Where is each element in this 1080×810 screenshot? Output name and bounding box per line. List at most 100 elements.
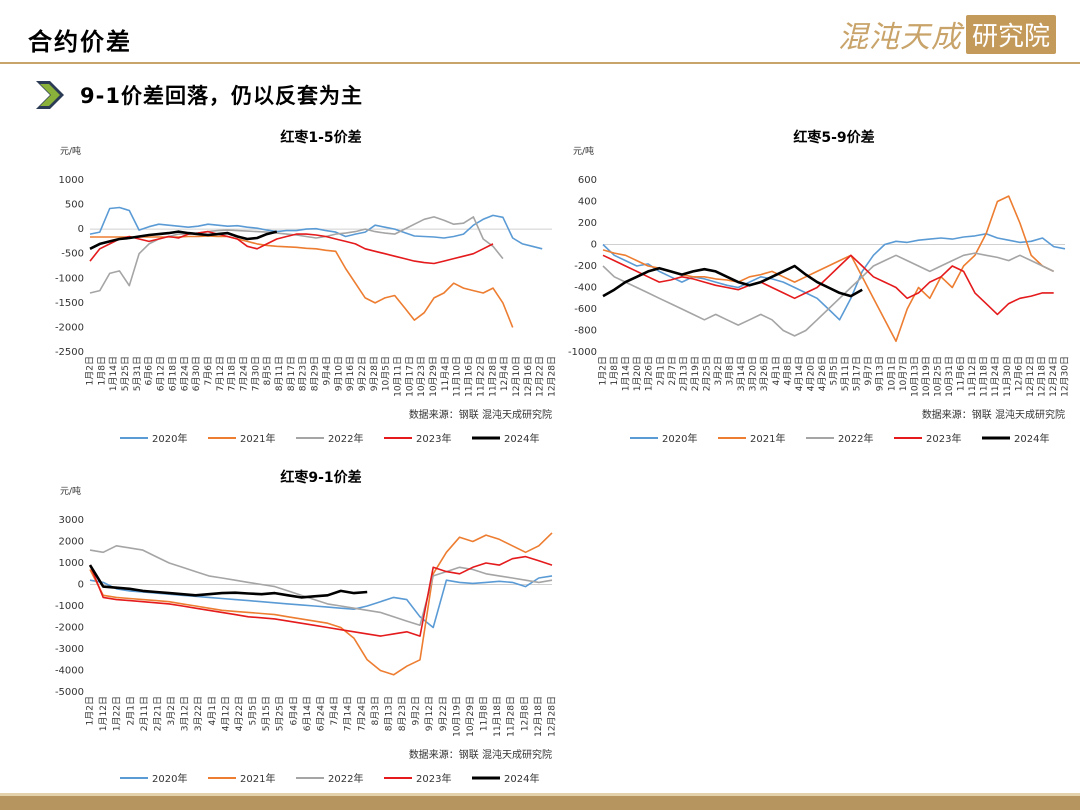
chart-jujube-1-5-spread: 红枣1-5价差 元/吨 1000 500 0 -500 -1000 -1500 -2000 -25… [20,120,560,450]
x-tick-label: 7月24日 [356,696,367,731]
x-tick-label: 3月26日 [759,356,770,391]
y-tick-label: -1500 [55,298,84,309]
x-tick-label: 4月20日 [805,356,816,391]
y-tick-label: 400 [578,197,597,208]
x-tick-label: 1月8日 [96,356,107,385]
x-tick-label: 10月29日 [465,696,476,737]
x-tick-label: 11月18日 [492,696,503,737]
x-tick-label: 12月22日 [535,356,546,397]
series-line-2022年 [89,545,553,627]
x-tick-label: 2月19日 [690,356,701,391]
x-tick-label: 2月11日 [139,696,150,731]
series-line-2021年 [90,235,514,328]
x-tick-label: 12月6日 [1013,356,1024,391]
x-tick-label: 3月14日 [736,356,747,391]
x-tick-label: 4月1日 [771,356,782,385]
x-tick-label: 8月5日 [262,356,273,385]
x-tick-label: 8月17日 [286,356,297,391]
y-tick-label: 0 [591,240,597,251]
x-tick-label: 12月10日 [511,356,522,397]
x-tick-label: 1月26日 [644,356,655,391]
legend-label: 2022年 [328,432,363,445]
x-tick-label: 11月28日 [506,696,517,737]
x-tick-label: 10月31日 [944,356,955,397]
x-tick-label: 11月6日 [956,356,967,391]
x-tick-label: 5月11日 [840,356,851,391]
x-tick-label: 10月11日 [393,356,404,397]
x-tick-label: 7月18日 [227,356,238,391]
x-tick-label: 11月10日 [452,356,463,397]
y-axis-unit-label: 元/吨 [573,145,594,157]
x-tick-label: 6月4日 [288,696,299,725]
y-tick-label: -2000 [55,322,84,333]
x-tick-label: 8月23日 [298,356,309,391]
x-tick-label: 5月25日 [275,696,286,731]
y-tick-label: -500 [61,249,84,260]
legend-label: 2024年 [504,772,539,785]
x-tick-label: 5月17日 [852,356,863,391]
legend-label: 2023年 [416,772,451,785]
y-tick-label: -3000 [55,644,84,655]
chart-title: 红枣9-1价差 [280,469,361,486]
legend-label: 2023年 [416,432,451,445]
x-tick-label: 10月19日 [451,696,462,737]
x-tick-label: 5月5日 [829,356,840,385]
x-tick-label: 9月22日 [438,696,449,731]
legend-label: 2021年 [240,432,275,445]
x-tick-label: 7月30日 [250,356,261,391]
y-tick-label: -1000 [55,273,84,284]
x-tick-label: 5月15日 [261,696,272,731]
x-tick-label: 2月21日 [152,696,163,731]
x-tick-label: 6月12日 [156,356,167,391]
x-tick-label: 10月13日 [909,356,920,397]
x-tick-label: 3月22日 [193,696,204,731]
x-tick-label: 11月16日 [464,356,475,397]
x-tick-label: 2月1日 [655,356,666,385]
y-axis-unit-label: 元/吨 [60,485,81,497]
y-tick-label: -2000 [55,623,84,634]
page-title: 合约价差 [28,28,132,56]
y-axis-unit-label: 元/吨 [60,145,81,157]
slide-subtitle: 9-1价差回落，仍以反套为主 [80,84,363,108]
x-tick-label: 8月3日 [370,696,381,725]
x-tick-label: 9月22日 [357,356,368,391]
x-tick-label: 7月24日 [239,356,250,391]
x-tick-label: 4月26日 [817,356,828,391]
x-tick-label: 10月19日 [921,356,932,397]
legend-label: 2020年 [662,432,697,445]
x-tick-label: 9月2日 [411,696,422,725]
x-tick-label: 12月4日 [499,356,510,391]
y-tick-label: 2000 [59,537,84,548]
y-tick-label: 0 [78,224,84,235]
x-tick-label: 3月8日 [725,356,736,385]
x-tick-label: 9月16日 [345,356,356,391]
x-tick-label: 8月29日 [310,356,321,391]
x-tick-label: 9月28日 [369,356,380,391]
legend-label: 2020年 [152,432,187,445]
legend-label: 2021年 [750,432,785,445]
x-tick-label: 12月28日 [547,696,558,737]
data-source-note: 数据来源：钢联 混沌天成研究院 [922,408,1065,421]
x-tick-label: 9月13日 [875,356,886,391]
x-tick-label: 11月18日 [979,356,990,397]
legend-label: 2020年 [152,772,187,785]
series-line-2024年 [88,564,368,599]
series-line-2021年 [602,195,1055,343]
legend-label: 2021年 [240,772,275,785]
x-tick-label: 1月2日 [85,696,96,725]
x-tick-label: 12月18日 [1036,356,1047,397]
x-tick-label: 12月12日 [1025,356,1036,397]
x-tick-label: 1月14日 [108,356,119,391]
y-tick-label: 1000 [59,558,84,569]
x-tick-label: 1月22日 [112,696,123,731]
series-line-2020年 [89,206,543,250]
x-tick-label: 2月1日 [125,696,136,725]
legend-label: 2023年 [926,432,961,445]
x-tick-label: 6月30日 [191,356,202,391]
x-tick-label: 3月12日 [180,696,191,731]
x-tick-label: 1月12日 [98,696,109,731]
series-line-2023年 [89,230,494,265]
